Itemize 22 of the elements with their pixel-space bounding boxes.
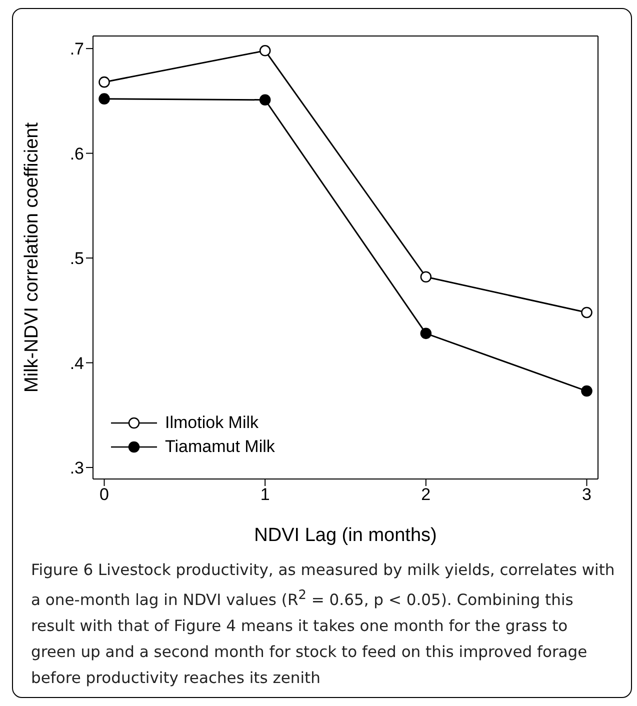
point: [259, 94, 271, 106]
y-tick-label: .6: [70, 144, 84, 164]
x-tick-label: 1: [260, 485, 270, 504]
y-tick-label: .7: [70, 40, 84, 59]
point: [581, 385, 592, 397]
legend-label: Tiamamut Milk: [165, 437, 275, 457]
point: [581, 306, 592, 318]
point: [420, 328, 432, 340]
x-tick-label: 3: [582, 485, 592, 504]
caption: Figure 6 Livestock productivity, as measured by milk yields, correlates with a one-month lag in NDVI values (R$^{2}$ = 0.65, p < 0.05). Combining this result with that of Figure 4 means it takes one month for the grass to green up and a second month for stock to feed on this improved forage before productivity reaches its zenith: [30, 560, 616, 690]
y-axis-title: Milk-NDVI correlation coefficient: [22, 122, 43, 392]
y-tick-label: .3: [70, 458, 84, 478]
y-tick-label: .4: [70, 354, 84, 373]
x-tick-label: 2: [421, 485, 431, 504]
legend-label: Ilmotiok Milk: [165, 413, 259, 433]
x-axis-title: NDVI Lag (in months): [254, 525, 437, 546]
point: [420, 271, 432, 283]
y-tick-label: .5: [70, 249, 84, 268]
point: [98, 76, 110, 88]
x-tick-label: 0: [100, 485, 109, 504]
point: [98, 93, 110, 104]
point: [259, 45, 271, 56]
